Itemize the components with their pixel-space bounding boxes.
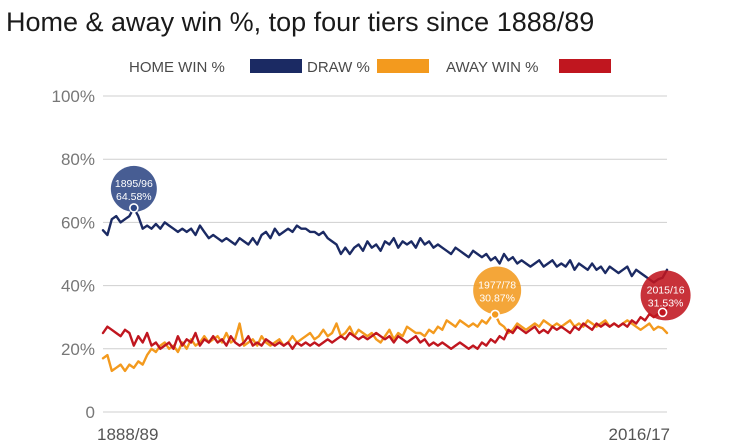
series-lines [101,206,669,373]
chart-title: Home & away win %, top four tiers since … [6,7,594,37]
x-tick-label: 2016/17 [609,425,670,444]
legend: HOME WIN % DRAW % AWAY WIN % [129,59,611,76]
legend-swatch [559,59,611,73]
x-axis-ticks: 1888/89 2016/17 [97,425,670,444]
annotation-point [490,309,500,320]
annotation-bubble [110,165,157,212]
legend-label: DRAW % [307,59,370,76]
annotation-value: 30.87% [479,292,515,304]
series-line [101,306,669,350]
annotation-value: 31.53% [648,297,684,309]
annotation-season: 1977/78 [478,279,516,291]
annotation-bubble [640,270,691,321]
annotation-point [129,203,139,213]
series-line [101,313,669,373]
annotation-value: 64.58% [116,191,152,203]
y-tick-label: 20% [61,340,95,359]
annotation-point [657,307,668,318]
gridlines [103,95,667,413]
y-axis-ticks: 0 20% 40% 60% 80% 100% [52,87,95,422]
y-tick-label: 80% [61,150,95,169]
y-tick-label: 0 [86,403,95,422]
annotation-season: 1895/96 [115,178,153,190]
y-tick-label: 40% [61,277,95,296]
legend-swatch [250,59,302,73]
series-line [101,206,669,284]
y-tick-label: 60% [61,213,95,232]
y-tick-label: 100% [52,87,95,106]
x-tick-label: 1888/89 [97,425,158,444]
legend-label: HOME WIN % [129,59,225,76]
annotation-season: 2015/16 [647,284,685,296]
annotation-bubble [473,266,522,315]
legend-swatch [377,59,429,73]
legend-label: AWAY WIN % [446,59,539,76]
